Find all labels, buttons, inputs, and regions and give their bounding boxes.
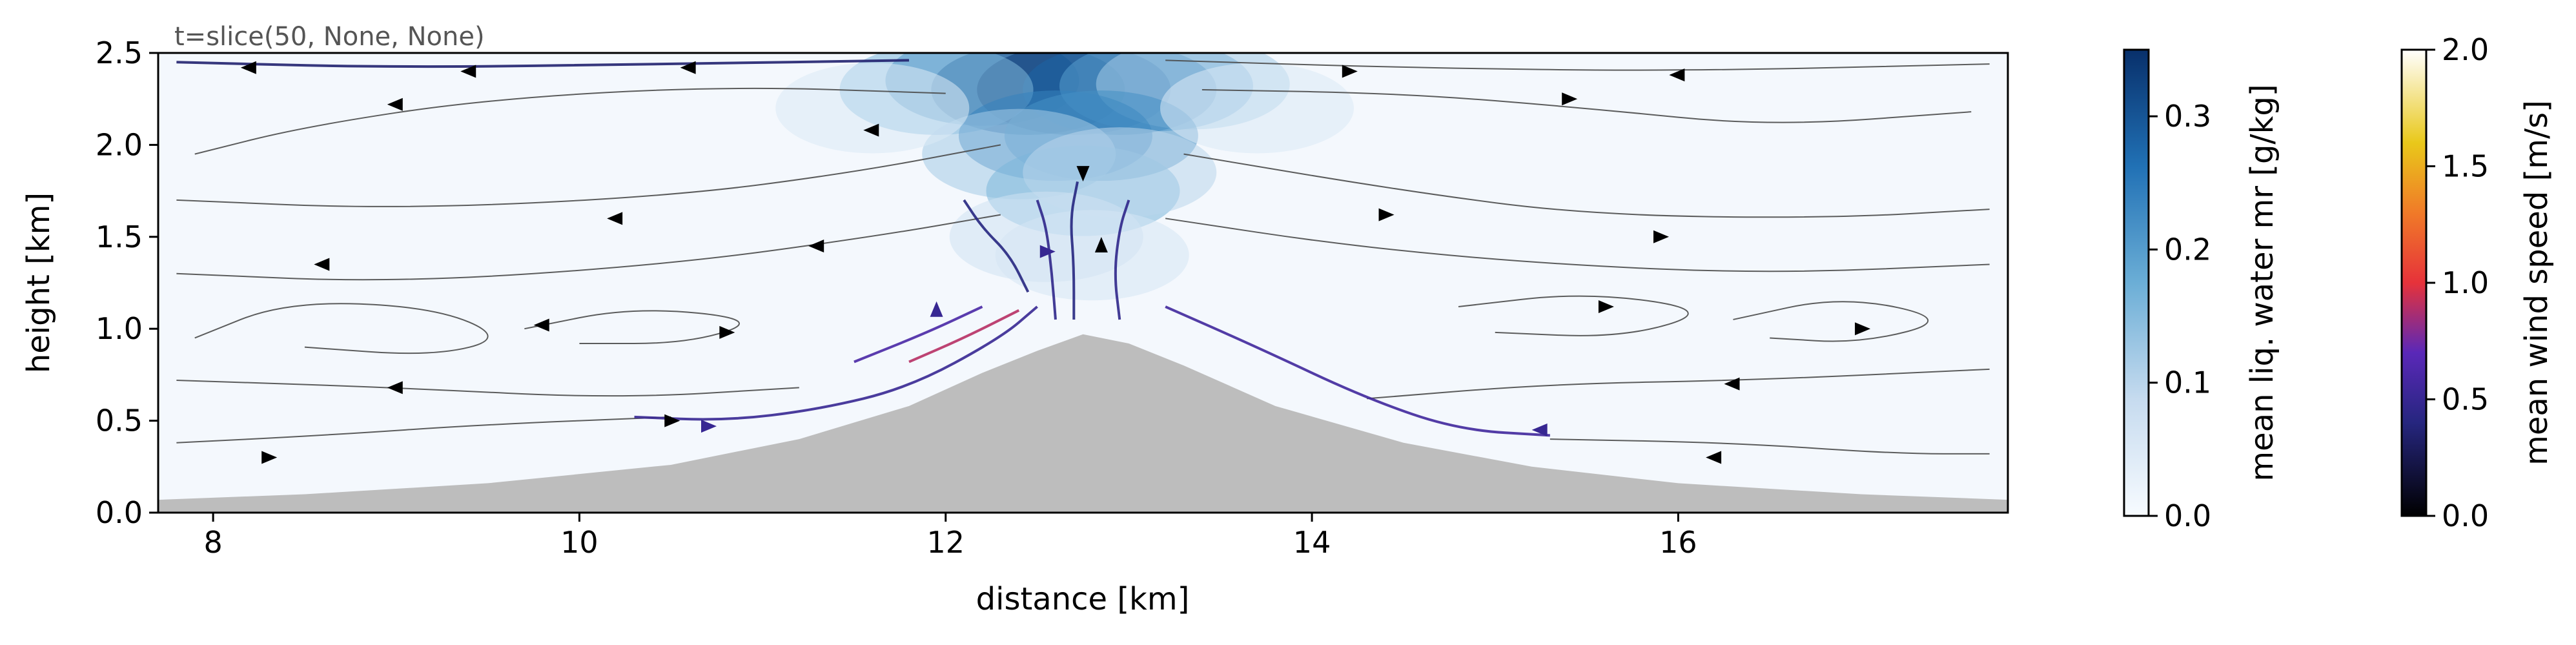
wind-speed-colorbar-label: mean wind speed [m/s] [2519,100,2555,466]
stream-arrow [808,240,824,253]
wind-speed-colorbar: 0.0 0.5 1.0 1.5 2.0 mean wind speed [m/s] [2400,32,2555,533]
streamline [1201,88,1972,123]
stream-arrow [1706,451,1722,464]
stream-arrow [533,318,549,332]
stream-arrow [930,301,943,317]
liquid-water-field [775,53,1354,301]
streamline [1070,181,1079,320]
stream-arrow [387,381,403,394]
streamline [194,303,489,354]
plot-frame [157,52,2009,514]
streamline [176,144,1001,207]
streamlines [176,59,1990,455]
streamline [176,379,799,397]
y-axis-label: height [km] [21,192,57,373]
stream-arrow [1598,300,1614,314]
colorbar-tick-label: 0.2 [2164,232,2211,267]
stream-arrow [1669,68,1685,82]
liquid-water-cell [995,210,1189,301]
stream-arrow [1724,377,1740,391]
streamline [1165,305,1550,437]
streamline [176,416,671,444]
time-annotation: t=slice(50, None, None) [174,22,485,52]
stream-arrow [1855,322,1871,336]
colorbar-tick-label: 0.3 [2164,99,2211,134]
colorbar-tick-label: 2.0 [2442,32,2489,67]
liquid-water-colorbar: 0.0 0.1 0.2 0.3 mean liq. water mr [g/kg] [2123,48,2280,533]
wind-speed-colorbar-gradient [2400,48,2428,517]
colorbar-tick-label: 1.5 [2442,149,2489,184]
stream-arrow [1653,230,1670,243]
stream-arrow [863,123,879,137]
main-axes: 8 10 12 14 16 0.0 0.5 1.0 1.5 2.0 2.5 distance [k… [21,22,2009,617]
stream-arrow [1562,92,1578,106]
streamline [963,199,1030,293]
streamline [1458,295,1689,336]
colorbar-tick-label: 1.0 [2442,265,2489,300]
stream-arrow [700,420,717,433]
stream-arrow [664,414,680,427]
liquid-water-colorbar-gradient [2123,48,2150,517]
stream-arrow [314,258,330,271]
x-tick-label: 10 [560,525,598,560]
x-axis-ticks: 8 10 12 14 16 [203,513,1697,560]
streamline [1733,301,1929,342]
terrain-mountain [158,334,2008,513]
stream-arrow [460,65,476,78]
streamline [854,305,983,363]
streamline [1183,153,1990,218]
y-tick-label: 2.5 [96,36,143,70]
liquid-water-cell [775,63,970,154]
x-tick-label: 8 [203,525,222,560]
stream-arrow [1094,237,1108,253]
wind-speed-colorbar-ticks: 0.0 0.5 1.0 1.5 2.0 [2426,32,2489,533]
stream-arrow [680,61,696,74]
colorbar-tick-label: 0.5 [2442,382,2489,417]
x-tick-label: 16 [1659,525,1697,560]
streamline [524,310,740,344]
y-tick-label: 0.0 [96,495,143,530]
streamline [194,87,946,155]
streamline [1549,438,1990,455]
stream-arrows [240,61,1871,464]
x-tick-label: 14 [1293,525,1331,560]
colorbar-tick-label: 0.0 [2164,498,2211,533]
y-tick-label: 0.5 [96,404,143,438]
streamline [1114,200,1130,320]
colorbar-tick-label: 0.1 [2164,365,2211,400]
y-tick-label: 1.0 [96,311,143,346]
streamline [1165,59,1990,71]
stream-arrow [261,451,278,464]
colorbar-tick-label: 0.0 [2442,498,2489,533]
x-axis-label: distance [km] [976,581,1190,617]
streamline [908,309,1020,363]
stream-arrow [1531,423,1548,436]
streamline [1367,368,1990,400]
stream-arrow [607,212,623,225]
stream-arrow [719,325,735,339]
liquid-water-cell [1160,63,1354,154]
streamline [1036,200,1057,320]
stream-arrow [387,97,403,111]
streamline [176,59,910,68]
streamline [176,214,1001,281]
stream-arrow [1342,65,1358,78]
stream-arrow [1378,208,1395,221]
y-axis-ticks: 0.0 0.5 1.0 1.5 2.0 2.5 [96,36,158,530]
y-tick-label: 2.0 [96,127,143,162]
streamline [634,305,1038,421]
stream-arrow [240,61,256,74]
y-tick-label: 1.5 [96,220,143,254]
streamline [1165,218,1990,272]
stream-arrow [1076,166,1090,182]
stream-arrow [1039,245,1056,258]
liquid-water-colorbar-label: mean liq. water mr [g/kg] [2244,84,2280,481]
x-tick-label: 12 [926,525,965,560]
liquid-water-colorbar-ticks: 0.0 0.1 0.2 0.3 [2149,99,2211,533]
